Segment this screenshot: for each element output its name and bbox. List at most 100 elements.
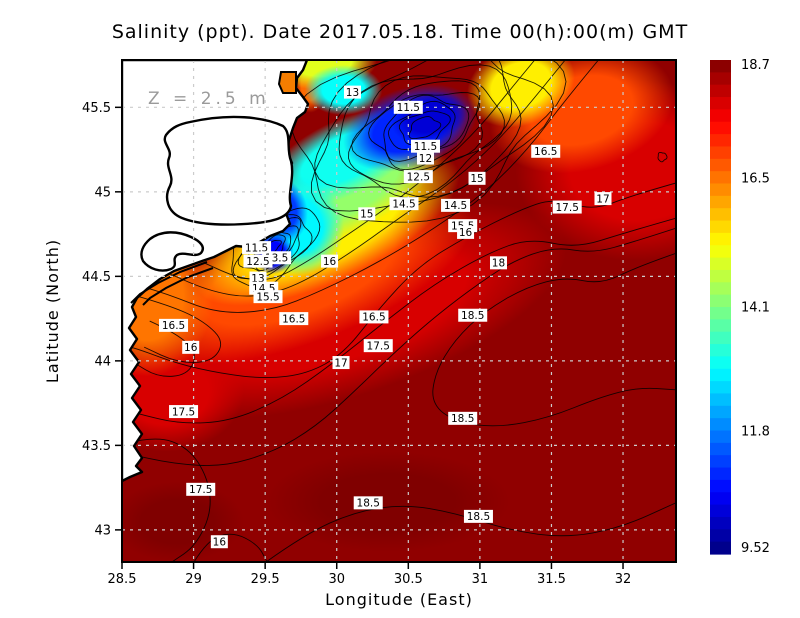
colorbar-band — [710, 393, 731, 407]
colorbar-band — [710, 492, 731, 506]
colorbar-band — [710, 245, 731, 259]
contour-label-box — [249, 271, 267, 285]
colorbar-band — [710, 430, 731, 444]
contour-label: 11.5 — [414, 141, 437, 153]
colorbar-tick-label: 14.1 — [741, 301, 770, 316]
y-tick-label: 45 — [94, 185, 111, 200]
plot-frame — [121, 59, 677, 563]
contour-label: 15 — [470, 173, 483, 185]
colorbar-band — [710, 84, 731, 98]
colorbar-band — [710, 319, 731, 333]
y-axis-label: Latitude (North) — [43, 239, 62, 383]
contour-label-box — [332, 356, 350, 370]
contour-line — [265, 502, 676, 562]
colorbar-band — [710, 146, 731, 160]
contour-label-box — [253, 290, 283, 304]
lagoon-razelm — [163, 115, 294, 226]
colorbar-band — [710, 257, 731, 271]
contour-label-box — [489, 256, 507, 270]
colorbar-tick-label: 9.52 — [741, 541, 770, 556]
contour-label: 17 — [596, 193, 609, 205]
contour-line — [351, 80, 483, 172]
contour-label: 16.5 — [362, 312, 385, 324]
land-layer — [122, 60, 310, 483]
colorbar-band — [710, 282, 731, 296]
y-tick-label: 43 — [94, 523, 111, 538]
colorbar-band — [710, 541, 731, 555]
contour-line — [383, 94, 470, 162]
x-tick-label: 31.5 — [537, 572, 566, 587]
contour-label: 13 — [346, 87, 359, 99]
contour-label-box — [210, 535, 228, 549]
colorbar-band — [710, 109, 731, 123]
colorbar-band — [710, 158, 731, 172]
contour-label-box — [463, 509, 493, 523]
contour-label-box — [448, 411, 478, 425]
sandbar-spit-2 — [142, 267, 214, 306]
contour-label-box — [321, 254, 339, 268]
contour-label-box — [457, 225, 475, 239]
colorbar-band — [710, 121, 731, 135]
colorbar-band — [710, 479, 731, 493]
colorbar-band — [710, 183, 731, 197]
contour-line — [388, 100, 456, 150]
contour-label-box — [416, 151, 434, 165]
contour-label: 12.5 — [407, 171, 430, 183]
contour-label: 16 — [184, 342, 198, 354]
colorbar-band — [710, 307, 731, 320]
contour-label: 18.5 — [467, 511, 490, 523]
contour-label-box — [363, 339, 393, 353]
contour-label-box — [242, 241, 272, 255]
contour-label: 12 — [419, 153, 432, 165]
contour-line — [408, 116, 442, 140]
y-tick-label: 44.5 — [82, 270, 111, 285]
contour-label-box — [594, 192, 612, 206]
contour-line — [122, 60, 599, 313]
salinity-blob — [122, 481, 244, 562]
x-tick-label: 29.5 — [251, 572, 280, 587]
x-tick-label: 28.5 — [108, 572, 137, 587]
contour-line — [291, 60, 567, 223]
y-tick-label: 43.5 — [82, 439, 111, 454]
salinity-blob — [266, 451, 510, 552]
contour-line — [132, 320, 195, 377]
contour-label: 16.5 — [282, 313, 305, 325]
colorbar-band — [710, 504, 731, 518]
axes-layer: 28.5 29 29.5 30 30.5 31 31.5 32 45.5 45 44.5 44 43.5… — [82, 59, 677, 587]
contour-label-box — [343, 85, 361, 99]
contour-label: 16 — [459, 227, 473, 239]
x-tick-label: 29 — [185, 572, 202, 587]
colorbar-band — [710, 171, 731, 185]
contour-line — [338, 64, 513, 198]
colorbar-tick-label: 11.8 — [741, 424, 770, 439]
colorbar-band — [710, 134, 731, 148]
colorbar-band — [710, 455, 731, 469]
colorbar-band — [710, 72, 731, 86]
colorbar-band — [710, 516, 731, 530]
colorbar-band — [710, 344, 731, 357]
colorbar-band — [710, 405, 731, 419]
contour-label-box — [279, 312, 309, 326]
colorbar-band — [710, 97, 731, 110]
contour-label-box — [186, 482, 216, 496]
contour-label: 18 — [492, 258, 505, 270]
y-tick-label: 44 — [94, 354, 111, 369]
colorbar-band — [710, 195, 731, 209]
contour-label-box — [552, 200, 582, 214]
sandbar-spit-1 — [130, 261, 208, 304]
contour-label-box — [441, 198, 471, 212]
lagoon-sinoe — [140, 231, 204, 272]
colorbar-tick-label: 16.5 — [741, 171, 770, 186]
contour-label: 16 — [323, 256, 337, 268]
colorbar-band — [710, 220, 731, 234]
contour-line — [122, 60, 566, 297]
contour-label-box — [353, 496, 383, 510]
contour-label: 18.5 — [451, 413, 474, 425]
contour-line — [193, 533, 268, 562]
contour-label-box — [410, 139, 440, 153]
colorbar-band — [710, 368, 731, 382]
contour-line — [657, 151, 668, 163]
contour-label: 17.5 — [367, 340, 390, 352]
contour-line — [348, 75, 505, 185]
y-tick-label: 45.5 — [82, 101, 111, 116]
